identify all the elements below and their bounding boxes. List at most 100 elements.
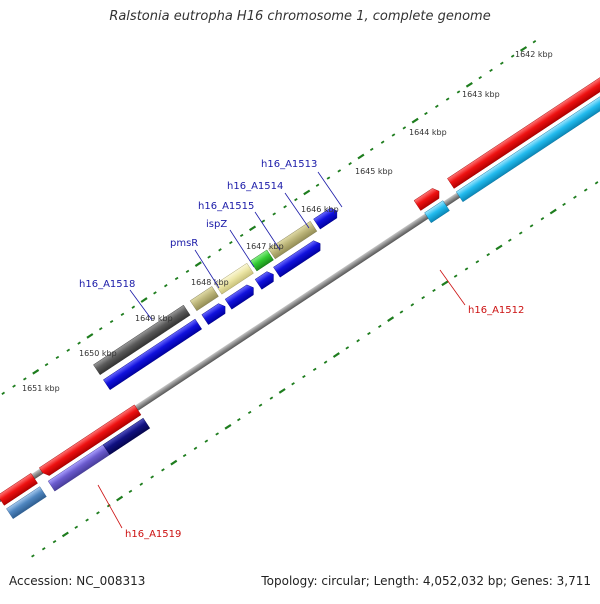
inner-scale-tick: [174, 276, 179, 281]
gene-arrow-h16-a1515[interactable]: [249, 249, 274, 272]
inner-scale-tick: [194, 261, 202, 268]
outer-scale-tick: [387, 316, 395, 323]
inner-scale-tick: [315, 183, 320, 187]
gene-arrow-blue-4[interactable]: [254, 269, 277, 290]
gene-label-pmsr: pmsR: [170, 238, 198, 249]
outer-scale-tick: [31, 554, 35, 558]
outer-scale-tick: [495, 244, 503, 251]
gene-arrow-red-left[interactable]: [0, 473, 38, 506]
tick-label-1647: 1647 kbp: [246, 242, 284, 251]
gene-label-h16-a1519: h16_A1519: [125, 529, 181, 540]
outer-scale-tick: [52, 539, 57, 544]
outer-scale-tick: [128, 489, 133, 493]
outer-scale-tick: [529, 224, 534, 228]
gene-arrow-navy[interactable]: [102, 417, 151, 455]
outer-scale-tick: [356, 339, 360, 343]
inner-scale-tick: [44, 362, 49, 367]
tick-label-1651: 1651 kbp: [22, 384, 60, 393]
outer-scale-tick: [150, 475, 154, 479]
inner-scale-tick: [478, 75, 483, 80]
gene-arrow-blue-3[interactable]: [224, 283, 257, 310]
gene-arrow-blue-1[interactable]: [103, 318, 202, 391]
inner-scale-tick: [140, 297, 148, 303]
tick-label-1645: 1645 kbp: [355, 167, 393, 176]
gene-label-h16-a1514: h16_A1514: [227, 181, 283, 192]
tick-labels: 1642 kbp 1643 kbp 1644 kbp 1645 kbp 1646…: [22, 50, 553, 393]
tick-label-1648: 1648 kbp: [191, 278, 229, 287]
inner-scale-tick: [402, 126, 407, 130]
inner-scale-tick: [185, 269, 190, 273]
inner-scale-tick: [294, 197, 298, 202]
inner-scale-tick: [303, 189, 311, 196]
gene-label-ispz: ispZ: [206, 219, 227, 230]
inner-scale-tick: [489, 68, 493, 73]
chart-title: Ralstonia eutropha H16 chromosome 1, com…: [109, 9, 491, 24]
gene-label-h16-a1518: h16_A1518: [79, 279, 135, 290]
outer-scale-tick: [508, 238, 512, 242]
outer-scale-tick: [302, 374, 306, 379]
gene-label-h16-a1515: h16_A1515: [198, 201, 254, 212]
outer-scale-tick: [410, 303, 415, 307]
inner-scale-tick: [348, 162, 352, 166]
gene-arrow-h16-a1514[interactable]: [268, 220, 318, 260]
inner-scale-tick: [391, 133, 396, 137]
gene-label-h16-a1512: h16_A1512: [468, 305, 524, 316]
outer-scale-tick: [367, 331, 371, 336]
gene-arrow-cyan-large-right[interactable]: [455, 64, 600, 203]
gene-arrow-red-large-right[interactable]: [447, 51, 600, 189]
outer-scale-tick: [61, 531, 69, 538]
outer-scale-tick: [378, 324, 382, 328]
gene-arrow-h16-a1512-cyan[interactable]: [424, 200, 450, 224]
inner-scale-tick: [163, 284, 168, 288]
outer-scale-tick: [170, 459, 178, 466]
inner-scale-tick: [272, 212, 276, 216]
outer-scale-tick: [278, 388, 286, 394]
outer-scale-tick: [464, 267, 469, 271]
tick-label-1649: 1649 kbp: [135, 314, 173, 323]
inner-scale-tick: [357, 153, 365, 160]
outer-scale-tick: [594, 181, 599, 185]
inner-scale-tick: [283, 205, 287, 209]
inner-scale-tick: [229, 241, 233, 245]
outer-scale-tick: [540, 217, 545, 221]
gene-arrow-steel-left[interactable]: [6, 486, 47, 519]
inner-scale-tick: [98, 327, 103, 331]
outer-scale-tick: [215, 432, 219, 436]
gene-label-leaders: [97, 171, 466, 529]
inner-scale-tick: [218, 248, 222, 252]
inner-scale-tick: [510, 54, 515, 58]
inner-scale-tick: [1, 391, 6, 395]
outer-scale-tick: [345, 346, 350, 350]
outer-scale-tick: [399, 310, 404, 314]
gene-arrow-ispz[interactable]: [214, 262, 254, 295]
outer-scale-tick: [312, 367, 317, 372]
gene-arrow-pmsr[interactable]: [189, 286, 219, 312]
inner-scale-tick: [120, 312, 125, 317]
outer-scale-tick: [182, 453, 187, 458]
outer-scale-tick: [204, 439, 209, 443]
inner-scale-tick: [445, 97, 450, 101]
gene-arrow-h16-a1512-red[interactable]: [413, 186, 442, 211]
gene-arrow-blue-5[interactable]: [273, 238, 323, 278]
inner-scale-tick: [261, 219, 266, 223]
inner-scale-tick: [239, 233, 244, 238]
gene-arrow-h16-a1513[interactable]: [313, 206, 341, 230]
outer-scale-tick: [486, 252, 491, 257]
inner-scale-tick: [424, 111, 428, 116]
outer-scale-tick: [237, 417, 241, 422]
outer-scale-tick: [332, 352, 340, 358]
inner-scale-tick: [435, 104, 439, 108]
gene-arrow-h16-a1519-red[interactable]: [39, 404, 142, 478]
outer-scale-tick: [432, 288, 436, 293]
inner-scale-tick: [411, 117, 419, 124]
inner-scale-tick: [23, 377, 27, 381]
inner-scale-tick: [109, 319, 114, 324]
tick-label-1642: 1642 kbp: [515, 50, 553, 59]
inner-scale-tick: [32, 368, 40, 375]
gene-arrow-h16-a1518[interactable]: [93, 304, 191, 376]
inner-scale-tick: [55, 355, 60, 360]
outer-scale-tick: [269, 396, 274, 400]
accession-label: Accession: NC_008313: [9, 574, 146, 588]
gene-arrow-blue-2[interactable]: [201, 301, 229, 325]
